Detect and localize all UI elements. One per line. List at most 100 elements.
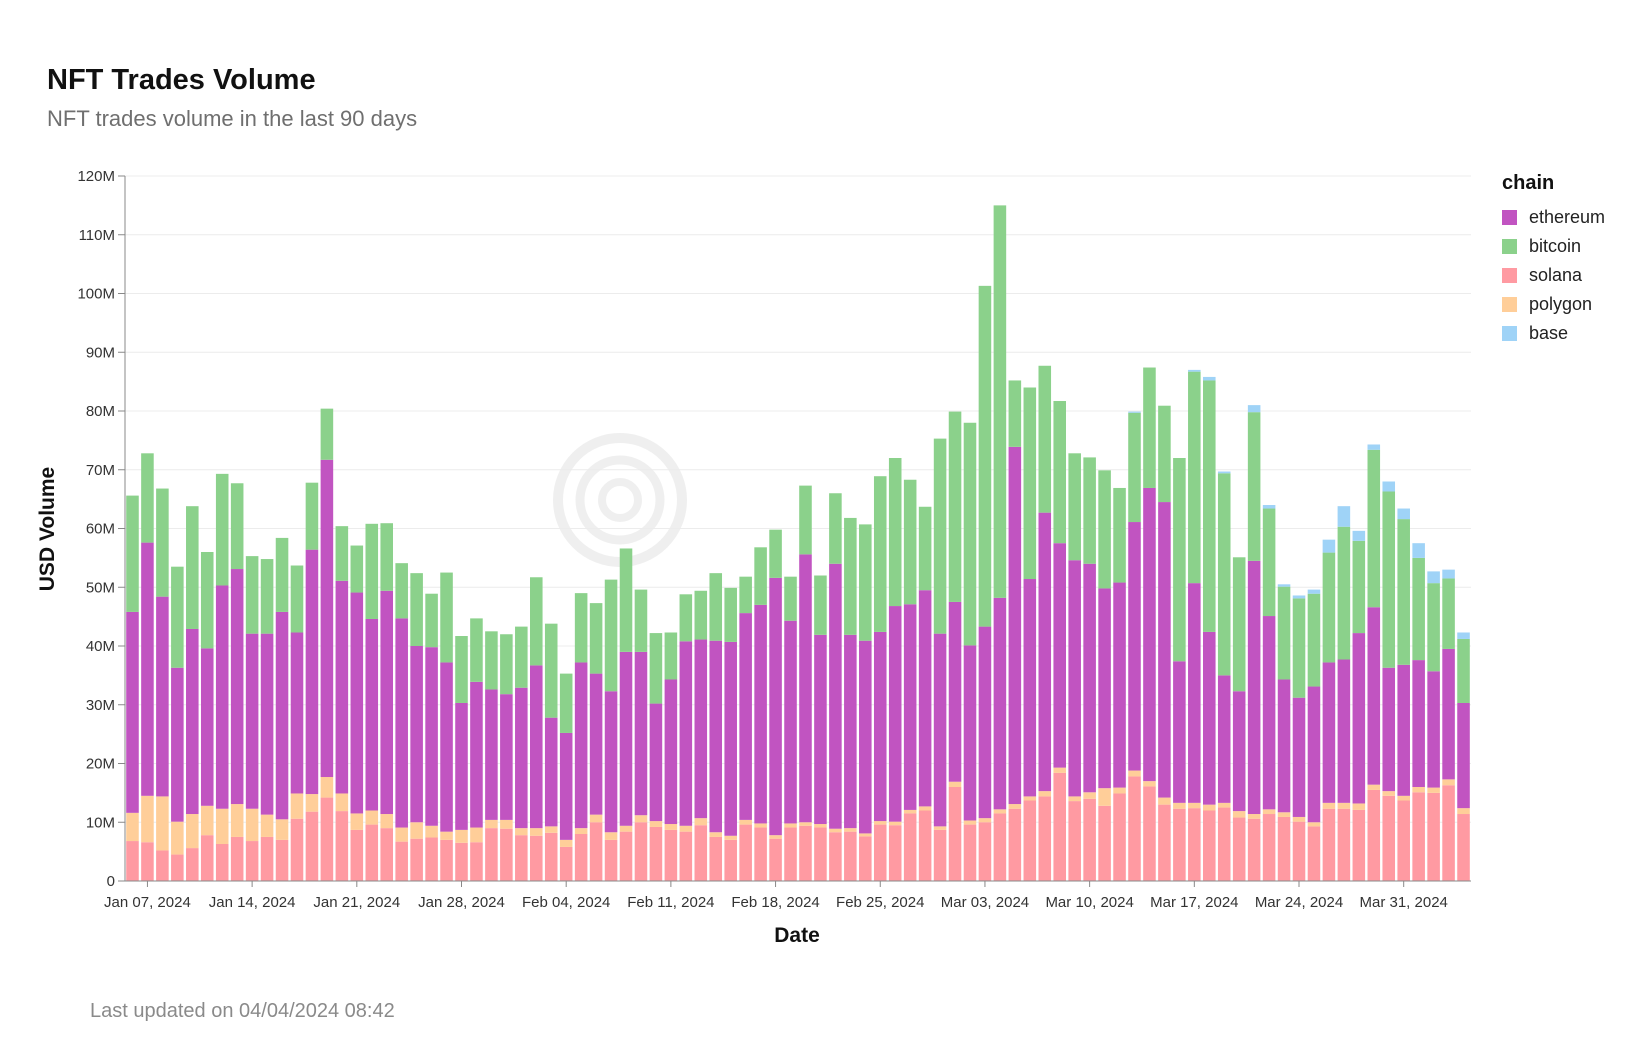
bar-segment-solana[interactable] <box>320 797 334 881</box>
bar-segment-bitcoin[interactable] <box>126 495 139 612</box>
bar-segment-bitcoin[interactable] <box>186 506 199 629</box>
bar-segment-ethereum[interactable] <box>1277 679 1291 813</box>
bar-segment-base[interactable] <box>1217 471 1231 474</box>
bar-segment-polygon[interactable] <box>948 781 962 787</box>
bar-segment-solana[interactable] <box>1128 776 1141 881</box>
bar-segment-polygon[interactable] <box>126 812 139 842</box>
legend-item[interactable]: base <box>1502 319 1605 348</box>
bar-segment-solana[interactable] <box>933 829 947 881</box>
bar-segment-solana[interactable] <box>275 839 289 882</box>
bar-segment-ethereum[interactable] <box>1098 588 1111 789</box>
bar-segment-solana[interactable] <box>888 825 902 881</box>
bar-segment-solana[interactable] <box>1188 808 1201 881</box>
bar-segment-solana[interactable] <box>709 836 723 881</box>
bar-segment-ethereum[interactable] <box>1008 446 1022 805</box>
bar-segment-solana[interactable] <box>1143 786 1156 881</box>
bar-segment-polygon[interactable] <box>559 839 573 847</box>
bar-segment-ethereum[interactable] <box>918 590 932 807</box>
bar-segment-polygon[interactable] <box>888 821 902 826</box>
bar-segment-bitcoin[interactable] <box>275 537 289 612</box>
bar-segment-base[interactable] <box>1457 632 1470 639</box>
bar-segment-ethereum[interactable] <box>1173 661 1186 803</box>
bar-segment-base[interactable] <box>1128 411 1141 413</box>
bar-segment-polygon[interactable] <box>1023 796 1037 801</box>
bar-segment-polygon[interactable] <box>814 824 827 828</box>
bar-segment-polygon[interactable] <box>604 832 618 840</box>
bar-segment-solana[interactable] <box>245 841 259 881</box>
bar-segment-polygon[interactable] <box>1397 795 1410 801</box>
bar-segment-bitcoin[interactable] <box>141 453 154 543</box>
bar-segment-solana[interactable] <box>305 811 319 881</box>
bar-segment-bitcoin[interactable] <box>829 493 842 564</box>
bar-segment-bitcoin[interactable] <box>515 626 528 688</box>
bar-segment-bitcoin[interactable] <box>993 205 1007 598</box>
bar-segment-ethereum[interactable] <box>604 691 618 833</box>
bar-segment-solana[interactable] <box>574 834 588 881</box>
bar-segment-base[interactable] <box>1292 595 1306 599</box>
bar-segment-ethereum[interactable] <box>559 732 573 840</box>
bar-segment-polygon[interactable] <box>1262 809 1276 815</box>
bar-segment-solana[interactable] <box>754 827 767 881</box>
bar-segment-bitcoin[interactable] <box>544 623 558 718</box>
bar-segment-ethereum[interactable] <box>410 646 423 823</box>
bar-segment-ethereum[interactable] <box>739 613 752 820</box>
bar-segment-ethereum[interactable] <box>1262 616 1276 810</box>
bar-segment-bitcoin[interactable] <box>769 529 782 578</box>
bar-segment-bitcoin[interactable] <box>873 476 887 632</box>
bar-segment-bitcoin[interactable] <box>903 479 917 605</box>
bar-segment-solana[interactable] <box>186 848 199 881</box>
bar-segment-polygon[interactable] <box>694 818 708 826</box>
bar-segment-solana[interactable] <box>290 818 304 881</box>
bar-segment-polygon[interactable] <box>215 808 229 844</box>
bar-segment-base[interactable] <box>1427 571 1440 584</box>
bar-segment-bitcoin[interactable] <box>694 590 708 640</box>
bar-segment-bitcoin[interactable] <box>470 618 483 682</box>
bar-segment-polygon[interactable] <box>844 828 857 832</box>
bar-segment-ethereum[interactable] <box>470 681 483 828</box>
bar-segment-bitcoin[interactable] <box>395 563 408 619</box>
bar-segment-polygon[interactable] <box>156 796 169 851</box>
bar-segment-polygon[interactable] <box>1367 784 1381 790</box>
bar-segment-solana[interactable] <box>1292 821 1306 881</box>
bar-segment-ethereum[interactable] <box>873 631 887 822</box>
bar-segment-bitcoin[interactable] <box>335 526 349 581</box>
bar-segment-ethereum[interactable] <box>1247 560 1261 815</box>
bar-segment-polygon[interactable] <box>260 814 274 837</box>
bar-segment-ethereum[interactable] <box>724 641 737 836</box>
bar-segment-ethereum[interactable] <box>829 563 842 829</box>
bar-segment-bitcoin[interactable] <box>1203 380 1216 632</box>
bar-segment-polygon[interactable] <box>1068 796 1081 802</box>
bar-segment-ethereum[interactable] <box>1083 563 1096 793</box>
bar-segment-base[interactable] <box>1382 481 1396 492</box>
bar-segment-ethereum[interactable] <box>335 580 349 794</box>
bar-segment-solana[interactable] <box>844 831 857 881</box>
bar-segment-bitcoin[interactable] <box>1307 593 1321 687</box>
bar-segment-ethereum[interactable] <box>978 626 992 819</box>
bar-segment-ethereum[interactable] <box>365 618 379 811</box>
bar-segment-polygon[interactable] <box>589 814 603 823</box>
bar-segment-base[interactable] <box>1262 505 1276 509</box>
bar-segment-ethereum[interactable] <box>679 641 693 826</box>
bar-segment-polygon[interactable] <box>1427 787 1440 793</box>
bar-segment-ethereum[interactable] <box>1038 512 1052 792</box>
bar-segment-solana[interactable] <box>1442 785 1455 881</box>
legend-item[interactable]: ethereum <box>1502 203 1605 232</box>
bar-segment-bitcoin[interactable] <box>1113 487 1126 583</box>
bar-segment-polygon[interactable] <box>365 810 379 825</box>
bar-segment-polygon[interactable] <box>574 828 588 835</box>
bar-segment-polygon[interactable] <box>1247 814 1261 819</box>
bar-segment-bitcoin[interactable] <box>1068 453 1081 561</box>
bar-segment-polygon[interactable] <box>290 793 304 819</box>
bar-segment-bitcoin[interactable] <box>1322 552 1336 663</box>
bar-segment-bitcoin[interactable] <box>1083 457 1096 564</box>
bar-segment-bitcoin[interactable] <box>1038 365 1052 513</box>
bar-segment-ethereum[interactable] <box>290 632 304 794</box>
bar-segment-solana[interactable] <box>1023 800 1037 881</box>
bar-segment-polygon[interactable] <box>1128 770 1141 777</box>
bar-segment-ethereum[interactable] <box>799 554 812 823</box>
bar-segment-polygon[interactable] <box>485 819 498 829</box>
bar-segment-ethereum[interactable] <box>634 651 648 816</box>
bar-segment-polygon[interactable] <box>918 806 932 811</box>
bar-segment-solana[interactable] <box>1053 772 1066 881</box>
bar-segment-solana[interactable] <box>1262 814 1276 881</box>
